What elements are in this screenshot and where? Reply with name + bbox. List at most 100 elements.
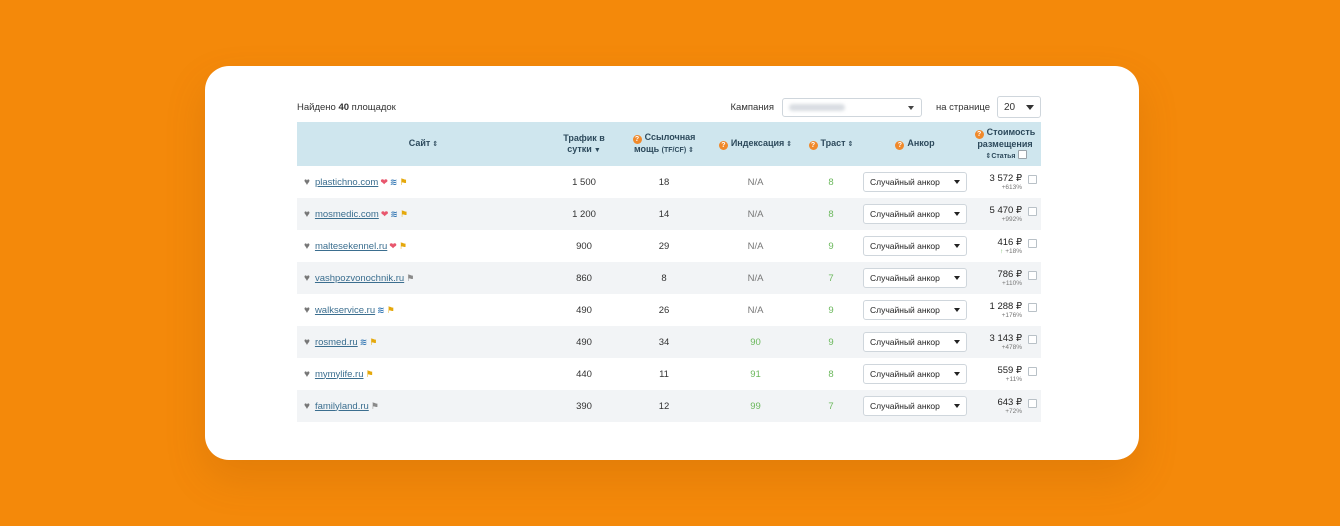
- price-value: 1 288 ₽: [989, 300, 1022, 312]
- per-page-value: 20: [1004, 101, 1016, 113]
- anchor-cell: Случайный анкор: [861, 358, 969, 390]
- row-checkbox[interactable]: [1028, 366, 1037, 376]
- anchor-select[interactable]: Случайный анкор: [863, 204, 967, 224]
- row-checkbox[interactable]: [1028, 334, 1037, 344]
- row-checkbox[interactable]: [1028, 398, 1037, 408]
- link-power-cell: 11: [659, 368, 669, 380]
- table-row: ♥ mymylife.ru ⚑ 440 11 91 8 Случайный анко…: [297, 358, 1041, 390]
- link-power-cell: 29: [658, 240, 670, 252]
- chevron-down-icon: [907, 105, 914, 110]
- anchor-select[interactable]: Случайный анкор: [863, 268, 967, 288]
- traffic-cell: 860: [576, 272, 592, 284]
- traffic-cell: 490: [576, 336, 592, 348]
- price-markup: +478%: [1001, 344, 1022, 352]
- row-checkbox[interactable]: [1028, 174, 1037, 184]
- column-indexing[interactable]: ? Индексация ⇕: [710, 122, 801, 166]
- anchor-cell: Случайный анкор: [861, 230, 969, 262]
- chevron-down-icon: [1026, 105, 1034, 110]
- favorite-heart-icon[interactable]: ♥: [304, 368, 310, 380]
- traffic-cell: 1 200: [572, 208, 596, 220]
- row-checkbox[interactable]: [1028, 238, 1037, 248]
- cost-cell: 559 ₽ +11%: [969, 358, 1041, 390]
- anchor-select[interactable]: Случайный анкор: [863, 172, 967, 192]
- cost-cell: 5 470 ₽ +992%: [969, 198, 1041, 230]
- indexing-cell: N/A: [747, 272, 764, 284]
- trust-cell: 8: [828, 368, 834, 380]
- campaign-select[interactable]: [781, 97, 922, 117]
- favorite-heart-icon[interactable]: ♥: [304, 176, 310, 188]
- anchor-select[interactable]: Случайный анкор: [863, 364, 967, 384]
- found-suffix: площадок: [351, 101, 396, 113]
- trust-cell: 8: [828, 176, 834, 188]
- help-icon[interactable]: ?: [808, 141, 818, 150]
- site-link[interactable]: mymylife.ru: [314, 368, 364, 380]
- trust-cell: 9: [828, 304, 834, 316]
- site-link[interactable]: plastichno.com: [314, 176, 379, 188]
- anchor-cell: Случайный анкор: [861, 262, 969, 294]
- chevron-down-icon: [954, 308, 960, 312]
- row-checkbox[interactable]: [1028, 270, 1037, 280]
- trophy-gold-icon: ⚑: [399, 176, 408, 187]
- anchor-cell: Случайный анкор: [861, 326, 969, 358]
- help-icon[interactable]: ?: [974, 130, 984, 140]
- trophy-gray-icon: ⚑: [406, 272, 415, 283]
- anchor-select[interactable]: Случайный анкор: [863, 332, 967, 352]
- favorite-heart-icon[interactable]: ♥: [304, 336, 310, 348]
- results-count: Найдено 40 площадок: [297, 102, 731, 113]
- favorite-heart-icon[interactable]: ♥: [304, 240, 310, 252]
- site-link[interactable]: familyland.ru: [314, 400, 369, 412]
- column-link-power[interactable]: ? Ссылочная мощь (TF/CF) ⇕: [632, 132, 696, 155]
- site-cell: ♥ walkservice.ru ≋ ⚑: [297, 294, 550, 326]
- column-trust[interactable]: ? Траст ⇕: [801, 122, 861, 166]
- cost-cell: 1 288 ₽ +176%: [969, 294, 1041, 326]
- sort-icon: ⇕: [985, 152, 992, 160]
- site-link[interactable]: vashpozvonochnik.ru: [314, 272, 405, 284]
- price-markup: +110%: [1002, 280, 1022, 288]
- gem-icon: ❤: [380, 176, 388, 187]
- site-cell: ♥ plastichno.com ❤ ≋ ⚑: [297, 166, 550, 198]
- trust-cell: 8: [828, 208, 834, 220]
- row-checkbox[interactable]: [1028, 302, 1037, 312]
- trophy-gold-icon: ⚑: [398, 240, 407, 251]
- favorite-heart-icon[interactable]: ♥: [304, 272, 310, 284]
- site-link[interactable]: rosmed.ru: [314, 336, 358, 348]
- help-icon[interactable]: ?: [718, 141, 728, 150]
- select-all-checkbox[interactable]: [1017, 149, 1027, 159]
- link-power-cell: 18: [658, 176, 670, 188]
- gem-icon: ❤: [380, 208, 389, 219]
- chevron-down-icon: [954, 244, 960, 248]
- price-block: 786 ₽ +110%: [997, 269, 1022, 288]
- site-link[interactable]: mosmedic.com: [314, 208, 379, 220]
- trophy-gold-icon: ⚑: [386, 304, 395, 315]
- anchor-select[interactable]: Случайный анкор: [863, 236, 967, 256]
- traffic-cell: 900: [576, 240, 592, 252]
- column-traffic[interactable]: Трафик в сутки ▼: [563, 133, 605, 154]
- favorite-heart-icon[interactable]: ♥: [304, 400, 310, 412]
- indexing-cell: 99: [750, 400, 761, 412]
- site-link[interactable]: walkservice.ru: [314, 304, 376, 316]
- cost-cell: 3 572 ₽ +613%: [969, 166, 1041, 198]
- chevron-down-icon: [954, 180, 960, 184]
- column-site[interactable]: Сайт ⇕: [408, 138, 439, 149]
- price-block: 5 470 ₽ +992%: [990, 205, 1022, 224]
- help-icon[interactable]: ?: [632, 135, 642, 145]
- traffic-cell: 440: [576, 368, 592, 380]
- found-prefix: Найдено: [297, 101, 336, 113]
- favorite-heart-icon[interactable]: ♥: [304, 208, 310, 220]
- row-checkbox[interactable]: [1028, 206, 1037, 216]
- help-icon[interactable]: ?: [895, 141, 905, 150]
- chevron-down-icon: [954, 404, 960, 408]
- price-block: 559 ₽ +11%: [997, 365, 1022, 384]
- anchor-select[interactable]: Случайный анкор: [863, 300, 967, 320]
- column-cost[interactable]: ? Стоимость размещения ⇕Статья: [969, 122, 1041, 166]
- per-page-select[interactable]: 20: [997, 96, 1041, 118]
- campaign-label: Кампания: [730, 101, 774, 113]
- indexing-cell: N/A: [747, 304, 764, 316]
- site-cell: ♥ maltesekennel.ru ❤ ⚑: [297, 230, 550, 262]
- link-power-cell: 8: [661, 272, 667, 284]
- site-link[interactable]: maltesekennel.ru: [314, 240, 388, 252]
- platforms-card: Найдено 40 площадок Кампания на странице…: [205, 66, 1139, 460]
- sort-desc-icon: ▼: [593, 146, 601, 154]
- favorite-heart-icon[interactable]: ♥: [304, 304, 310, 316]
- anchor-select[interactable]: Случайный анкор: [863, 396, 967, 416]
